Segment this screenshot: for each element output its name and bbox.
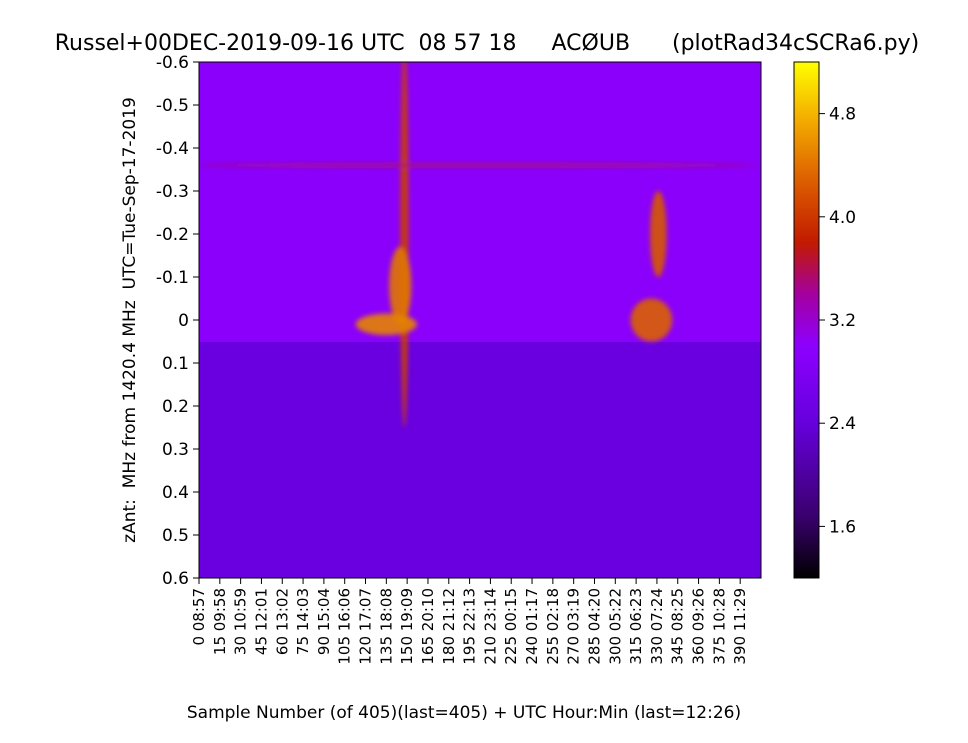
y-tick-label: -0.5 [156, 96, 189, 116]
x-tick-label: 345 08:25 [669, 588, 687, 665]
y-tick-label: 0.3 [162, 440, 189, 460]
x-tick-label: 60 13:02 [273, 588, 291, 655]
x-tick-label: 300 05:22 [606, 588, 624, 665]
colorbar-tick-label: 3.2 [829, 311, 856, 331]
y-tick-label: -0.6 [156, 53, 189, 73]
colorbar-gradient [793, 61, 820, 579]
x-tick-label: 30 10:59 [232, 588, 250, 655]
colorbar-tick-label: 4.8 [829, 105, 856, 125]
colorbar-tick-label: 2.4 [829, 414, 856, 434]
heatmap-background-lower [199, 342, 761, 578]
heatmap-feature-3 [649, 191, 667, 277]
x-tick-label: 270 03:19 [565, 588, 583, 665]
y-axis: -0.6 -0.5 -0.4 -0.3 -0.2 -0.1 0 0.1 0.2 0.3 0.4 0.5… [156, 53, 199, 589]
y-tick-label: -0.2 [156, 225, 189, 245]
colorbar-tick-label: 1.6 [829, 517, 856, 537]
colorbar-tick-label: 4.0 [829, 208, 856, 228]
y-tick-label: 0.2 [162, 397, 189, 417]
x-tick-label: 90 15:04 [315, 588, 333, 655]
x-tick-label: 105 16:06 [336, 588, 354, 665]
y-tick-label: 0.1 [162, 354, 189, 374]
y-tick-label: -0.4 [156, 139, 189, 159]
x-tick-label: 360 09:26 [690, 588, 708, 665]
x-tick-label: 195 22:13 [461, 588, 479, 665]
x-tick-label: 255 02:18 [544, 588, 562, 665]
chart-title: Russel+00DEC-2019-09-16 UTC 08 57 18 ACØ… [55, 31, 920, 56]
heatmap-background-upper [199, 62, 761, 342]
colorbar: 1.6 2.4 3.2 4.0 4.8 [793, 61, 856, 579]
x-tick-label: 225 00:15 [502, 588, 520, 665]
heatmap-feature-4 [630, 298, 673, 342]
x-tick-label: 210 23:14 [481, 588, 499, 665]
heatmap-feature-1 [389, 246, 412, 325]
heatmap-feature-2 [355, 313, 417, 336]
y-axis-label: zAnt: MHz from 1420.4 MHz UTC=Tue-Sep-17… [120, 97, 140, 543]
x-tick-label: 240 01:17 [523, 588, 541, 665]
x-tick-label: 330 07:24 [648, 588, 666, 665]
y-tick-label: 0.5 [162, 526, 189, 546]
y-tick-label: 0.4 [162, 483, 189, 503]
x-tick-label: 150 19:09 [398, 588, 416, 665]
x-tick-label: 375 10:28 [710, 588, 728, 665]
x-tick-label: 15 09:58 [211, 588, 229, 655]
y-tick-label: -0.1 [156, 268, 189, 288]
x-tick-label: 315 06:23 [627, 588, 645, 665]
heatmap-feature-0 [400, 62, 409, 428]
x-tick-label: 165 20:10 [419, 588, 437, 665]
y-tick-label: 0 [178, 311, 189, 331]
y-tick-label: 0.6 [162, 569, 189, 589]
plot-area [198, 61, 762, 579]
x-tick-label: 120 17:07 [357, 588, 375, 665]
x-axis: 0 08:57 15 09:58 30 10:59 45 12:01 60 13:02 7… [190, 578, 749, 665]
heatmap-feature-5 [199, 163, 757, 167]
x-tick-label: 135 18:08 [377, 588, 395, 665]
x-tick-label: 45 12:01 [252, 588, 270, 655]
x-tick-label: 75 14:03 [294, 588, 312, 655]
x-tick-label: 285 04:20 [585, 588, 603, 665]
x-axis-label: Sample Number (of 405)(last=405) + UTC H… [187, 703, 741, 723]
y-tick-label: -0.3 [156, 182, 189, 202]
x-tick-label: 0 08:57 [190, 588, 208, 646]
x-tick-label: 180 21:12 [440, 588, 458, 665]
x-tick-label: 390 11:29 [731, 588, 749, 665]
